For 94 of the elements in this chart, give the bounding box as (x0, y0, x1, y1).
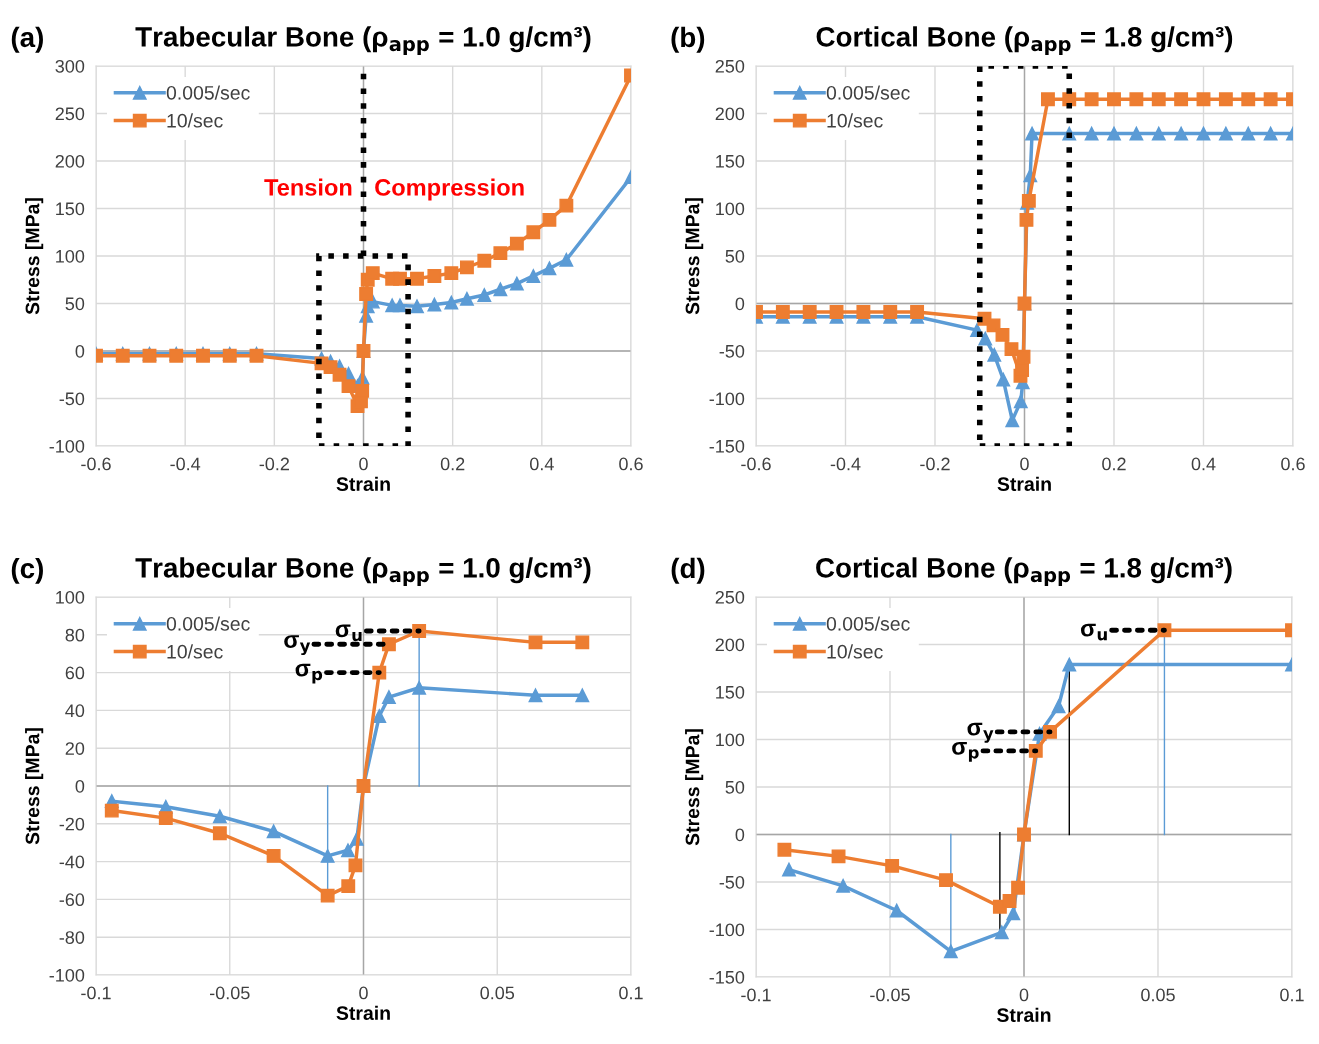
x-tick-label: -0.1 (81, 986, 111, 1000)
y-axis-title: Stress [MPa] (685, 729, 704, 846)
y-tick-label: 50 (725, 249, 745, 263)
y-tick-label: 50 (65, 297, 85, 311)
legend-label: 0.005/sec (166, 85, 250, 100)
y-tick-label: 100 (716, 202, 745, 216)
text: (b) (671, 26, 705, 53)
y-tick-label: 50 (725, 780, 745, 794)
annotation: Compression (375, 178, 524, 201)
x-axis-title: Strain (336, 1005, 390, 1020)
y-tick-label: -100 (49, 968, 85, 982)
annotation: σ$_{y}$ (967, 722, 994, 743)
y-tick-label: -60 (59, 893, 85, 907)
y-tick-label: 100 (716, 733, 745, 747)
y-tick-label: -150 (709, 970, 745, 984)
legend-label: 0.005/sec (826, 616, 910, 631)
legend-label: 10/sec (167, 644, 223, 659)
annotation: σ$_{u}$ (1080, 623, 1107, 641)
x-tick-label: -0.4 (830, 457, 861, 471)
x-tick-label: -0.6 (81, 457, 111, 471)
y-axis-title: Stress [MPa] (25, 728, 44, 845)
chart-title: Trabecular Bone (ρ$_{app}$ = 1.0 g/cm³) (135, 557, 591, 587)
x-axis-title: Strain (336, 476, 390, 491)
y-tick-label: 100 (56, 590, 85, 604)
x-tick-label: 0.2 (1102, 457, 1126, 471)
y-tick-label: -50 (719, 344, 745, 358)
x-tick-label: 0 (359, 457, 368, 471)
annotation: Tension (264, 178, 352, 196)
annotation: σ$_{p}$ (295, 663, 323, 684)
x-tick-label: 0.1 (1280, 988, 1304, 1002)
legend-label: 0.005/sec (826, 85, 910, 100)
x-tick-label: -0.2 (920, 457, 950, 471)
x-tick-label: -0.4 (170, 457, 201, 471)
y-tick-label: -100 (49, 439, 85, 453)
x-tick-label: 0.6 (1281, 457, 1305, 471)
y-tick-label: -50 (59, 392, 85, 406)
y-tick-label: 0 (735, 828, 745, 842)
y-tick-label: 60 (65, 666, 85, 680)
x-tick-label: -0.05 (870, 988, 910, 1002)
x-tick-label: 0.05 (480, 986, 515, 1000)
x-tick-label: 0 (1019, 988, 1029, 1002)
x-tick-label: -0.2 (259, 457, 289, 471)
y-tick-label: 200 (55, 154, 85, 168)
x-tick-label: -0.05 (209, 986, 250, 1000)
annotation: σ$_{u}$ (335, 624, 362, 642)
x-tick-label: 0 (359, 986, 368, 1000)
y-tick-label: -40 (59, 855, 85, 869)
x-axis-title: Strain (997, 1007, 1051, 1022)
y-tick-label: 40 (65, 704, 85, 718)
chart-title: Cortical Bone (ρ$_{app}$ = 1.8 g/cm³) (816, 26, 1233, 56)
y-tick-label: 300 (55, 59, 85, 73)
y-tick-label: 0 (735, 297, 745, 311)
y-tick-label: 250 (715, 59, 745, 73)
y-tick-label: 150 (56, 202, 85, 216)
y-tick-label: 150 (716, 685, 745, 699)
text: (a) (11, 26, 43, 53)
x-tick-label: 0.4 (1191, 457, 1216, 471)
legend-label: 10/sec (827, 113, 883, 128)
y-tick-label: 0 (75, 779, 85, 793)
x-tick-label: 0.1 (619, 986, 643, 1000)
y-tick-label: -20 (59, 817, 85, 831)
x-tick-label: 0.2 (440, 457, 465, 471)
y-tick-label: -50 (719, 875, 745, 889)
text: (d) (671, 557, 705, 584)
x-tick-label: 0.6 (619, 457, 643, 471)
y-tick-label: 200 (715, 107, 745, 121)
y-axis-title: Stress [MPa] (25, 198, 44, 315)
x-tick-label: -0.1 (741, 988, 771, 1002)
x-axis-title: Strain (997, 476, 1051, 491)
y-tick-label: 150 (716, 154, 745, 168)
legend-label: 0.005/sec (166, 616, 250, 631)
x-tick-label: 0.4 (529, 457, 554, 471)
annotation: σ$_{p}$ (952, 742, 979, 762)
y-tick-label: 250 (55, 107, 85, 121)
y-tick-label: 100 (56, 249, 85, 263)
y-tick-label: 250 (715, 590, 745, 604)
legend-label: 10/sec (167, 113, 223, 128)
y-tick-label: -80 (59, 931, 85, 944)
y-tick-label: -100 (709, 923, 745, 937)
y-tick-label: 200 (715, 638, 745, 652)
annotation: σ$_{y}$ (284, 635, 311, 656)
y-axis-title: Stress [MPa] (685, 198, 704, 315)
x-tick-label: 0 (1020, 457, 1029, 471)
y-tick-label: -150 (709, 439, 745, 453)
y-tick-label: -100 (709, 392, 745, 406)
y-tick-label: 20 (65, 742, 85, 755)
y-tick-label: 0 (75, 344, 85, 358)
text: (c) (11, 557, 43, 584)
y-tick-label: 80 (65, 628, 85, 642)
x-tick-label: 0.05 (1141, 988, 1175, 1002)
chart-title: Trabecular Bone (ρ$_{app}$ = 1.0 g/cm³) (135, 26, 591, 56)
chart-title: Cortical Bone (ρ$_{app}$ = 1.8 g/cm³) (816, 557, 1232, 587)
x-tick-label: -0.6 (741, 457, 771, 471)
legend-label: 10/sec (827, 644, 883, 659)
